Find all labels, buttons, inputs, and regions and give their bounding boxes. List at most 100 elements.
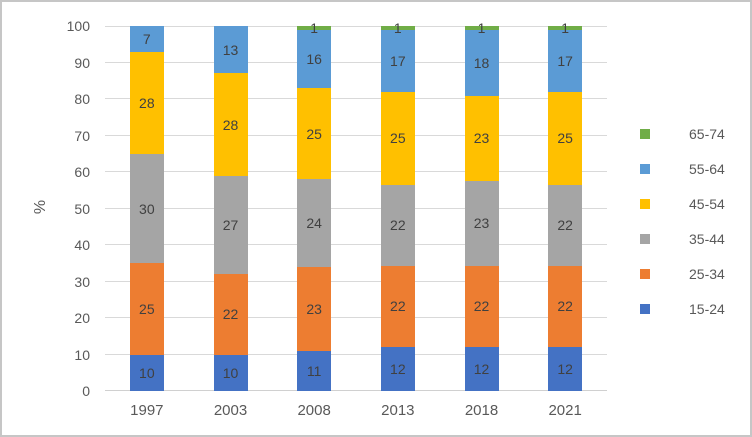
y-tick-label: 0: [82, 383, 90, 399]
bar-segment-label: 18: [473, 54, 490, 71]
bar-segment-65-74: 1: [464, 20, 499, 36]
bar-segment-label: 1: [477, 19, 486, 36]
x-tick-label-2021: 2021: [548, 402, 582, 419]
bar-segment-45-54: 28: [129, 51, 164, 154]
y-tick-label: 100: [66, 18, 90, 34]
bar-segment-35-44: 27: [213, 175, 248, 275]
bar-segment-25-34: 22: [380, 265, 415, 347]
bar-segment-15-24: 12: [548, 346, 583, 391]
bar-segment-label: 1: [561, 19, 570, 36]
bar-segment-label: 27: [222, 216, 239, 233]
legend-swatch-45-54: [640, 198, 650, 209]
bar-segment-label: 17: [557, 53, 573, 70]
legend-swatch-15-24: [640, 303, 650, 314]
legend-swatch-65-74: [640, 128, 650, 139]
bar-segment-65-74: 1: [297, 20, 332, 36]
bar-segment-45-54: 23: [464, 96, 499, 181]
bar-segment-label: 28: [139, 94, 155, 111]
bar-segment-label: 25: [306, 125, 322, 142]
legend-label-15-24: 15-24: [689, 300, 725, 317]
y-tick-label: 50: [74, 200, 90, 217]
bar-2003: 10 22 27 28 13: [213, 26, 248, 391]
legend-item-25-34: 25-34: [640, 256, 746, 291]
y-tick-label: 90: [74, 54, 90, 71]
bar-segment-25-34: 22: [464, 265, 499, 347]
y-tick-label: 60: [74, 164, 90, 180]
bar-1997: 10 25 30 28 7: [129, 26, 164, 391]
bar-segment-label: 1: [393, 19, 402, 36]
bar-segment-55-64: 18: [464, 29, 499, 97]
x-tick-label-1997: 1997: [130, 402, 164, 419]
bar-segment-15-24: 10: [129, 354, 164, 391]
bar-segment-label: 13: [222, 41, 239, 58]
bar-segment-label: 10: [222, 364, 239, 381]
legend-swatch-55-64: [640, 163, 650, 174]
bar-segment-label: 22: [390, 298, 406, 315]
legend-swatch-25-34: [640, 268, 650, 279]
bar-segment-45-54: 25: [297, 88, 332, 180]
bar-segment-label: 23: [306, 300, 322, 317]
bar-segment-label: 23: [473, 130, 490, 147]
bar-segment-25-34: 22: [548, 265, 583, 347]
legend-item-65-74: 65-74: [640, 116, 746, 151]
x-tick-label-2013: 2013: [381, 402, 415, 419]
bar-segment-25-34: 22: [213, 274, 248, 355]
bar-segment-35-44: 22: [548, 184, 583, 266]
y-tick-label: 40: [74, 237, 90, 253]
bar-segment-label: 25: [390, 130, 406, 147]
bar-segment-15-24: 10: [213, 354, 248, 391]
bar-segment-label: 7: [142, 30, 151, 47]
bar-segment-label: 24: [306, 215, 322, 232]
legend-label-45-54: 45-54: [689, 195, 725, 212]
x-axis-line: [105, 390, 607, 391]
bar-2018: 12 22 23 23 18 1: [464, 20, 499, 391]
bar-segment-55-64: 17: [548, 29, 583, 93]
bar-segment-45-54: 28: [213, 73, 248, 176]
bar-segment-label: 22: [390, 217, 406, 234]
y-tick-label: 30: [74, 273, 90, 290]
legend-item-55-64: 55-64: [640, 151, 746, 186]
legend-label-25-34: 25-34: [689, 265, 725, 282]
bar-segment-label: 12: [390, 360, 406, 377]
legend-item-15-24: 15-24: [640, 291, 746, 326]
bar-segment-label: 11: [306, 362, 322, 379]
gridline: [105, 171, 607, 172]
legend: 65-74 55-64 45-54 35-44 25-34 15-24: [640, 116, 746, 326]
bar-segment-65-74: 1: [380, 20, 415, 36]
bar-segment-label: 17: [390, 53, 406, 70]
legend-label-65-74: 65-74: [689, 125, 725, 142]
bar-segment-35-44: 22: [380, 184, 415, 266]
bar-segment-25-34: 23: [297, 266, 332, 351]
gridline: [105, 244, 607, 245]
gridline: [105, 353, 607, 355]
x-tick-label-2018: 2018: [464, 402, 499, 419]
bar-segment-15-24: 11: [297, 350, 332, 391]
bar-segment-25-34: 25: [129, 263, 164, 355]
y-tick-label: 10: [74, 346, 90, 363]
bar-segment-label: 1: [310, 19, 319, 36]
bar-segment-45-54: 25: [548, 92, 583, 185]
bar-segment-55-64: 17: [380, 29, 415, 93]
x-tick-label-2003: 2003: [213, 402, 248, 419]
bar-segment-label: 22: [473, 298, 490, 315]
gridline: [105, 280, 607, 282]
bar-segment-55-64: 7: [129, 26, 164, 52]
bar-segment-label: 22: [222, 306, 239, 323]
bar-2021: 12 22 22 25 17 1: [548, 20, 583, 391]
y-tick-label: 20: [74, 310, 90, 326]
legend-label-55-64: 55-64: [689, 160, 725, 177]
bar-segment-label: 28: [222, 116, 239, 133]
bar-segment-label: 10: [139, 364, 155, 381]
y-tick-label: 70: [74, 127, 90, 144]
gridline: [105, 26, 607, 27]
bar-segment-label: 16: [306, 50, 322, 67]
y-tick-label: 80: [74, 91, 90, 107]
bar-segment-55-64: 16: [297, 29, 332, 89]
bar-segment-label: 30: [139, 200, 155, 217]
bar-segment-label: 12: [557, 360, 573, 377]
bar-segment-65-74: 1: [548, 20, 583, 36]
gridline: [105, 98, 607, 99]
bar-2008: 11 23 24 25 16 1: [297, 20, 332, 391]
bar-segment-35-44: 30: [129, 153, 164, 264]
